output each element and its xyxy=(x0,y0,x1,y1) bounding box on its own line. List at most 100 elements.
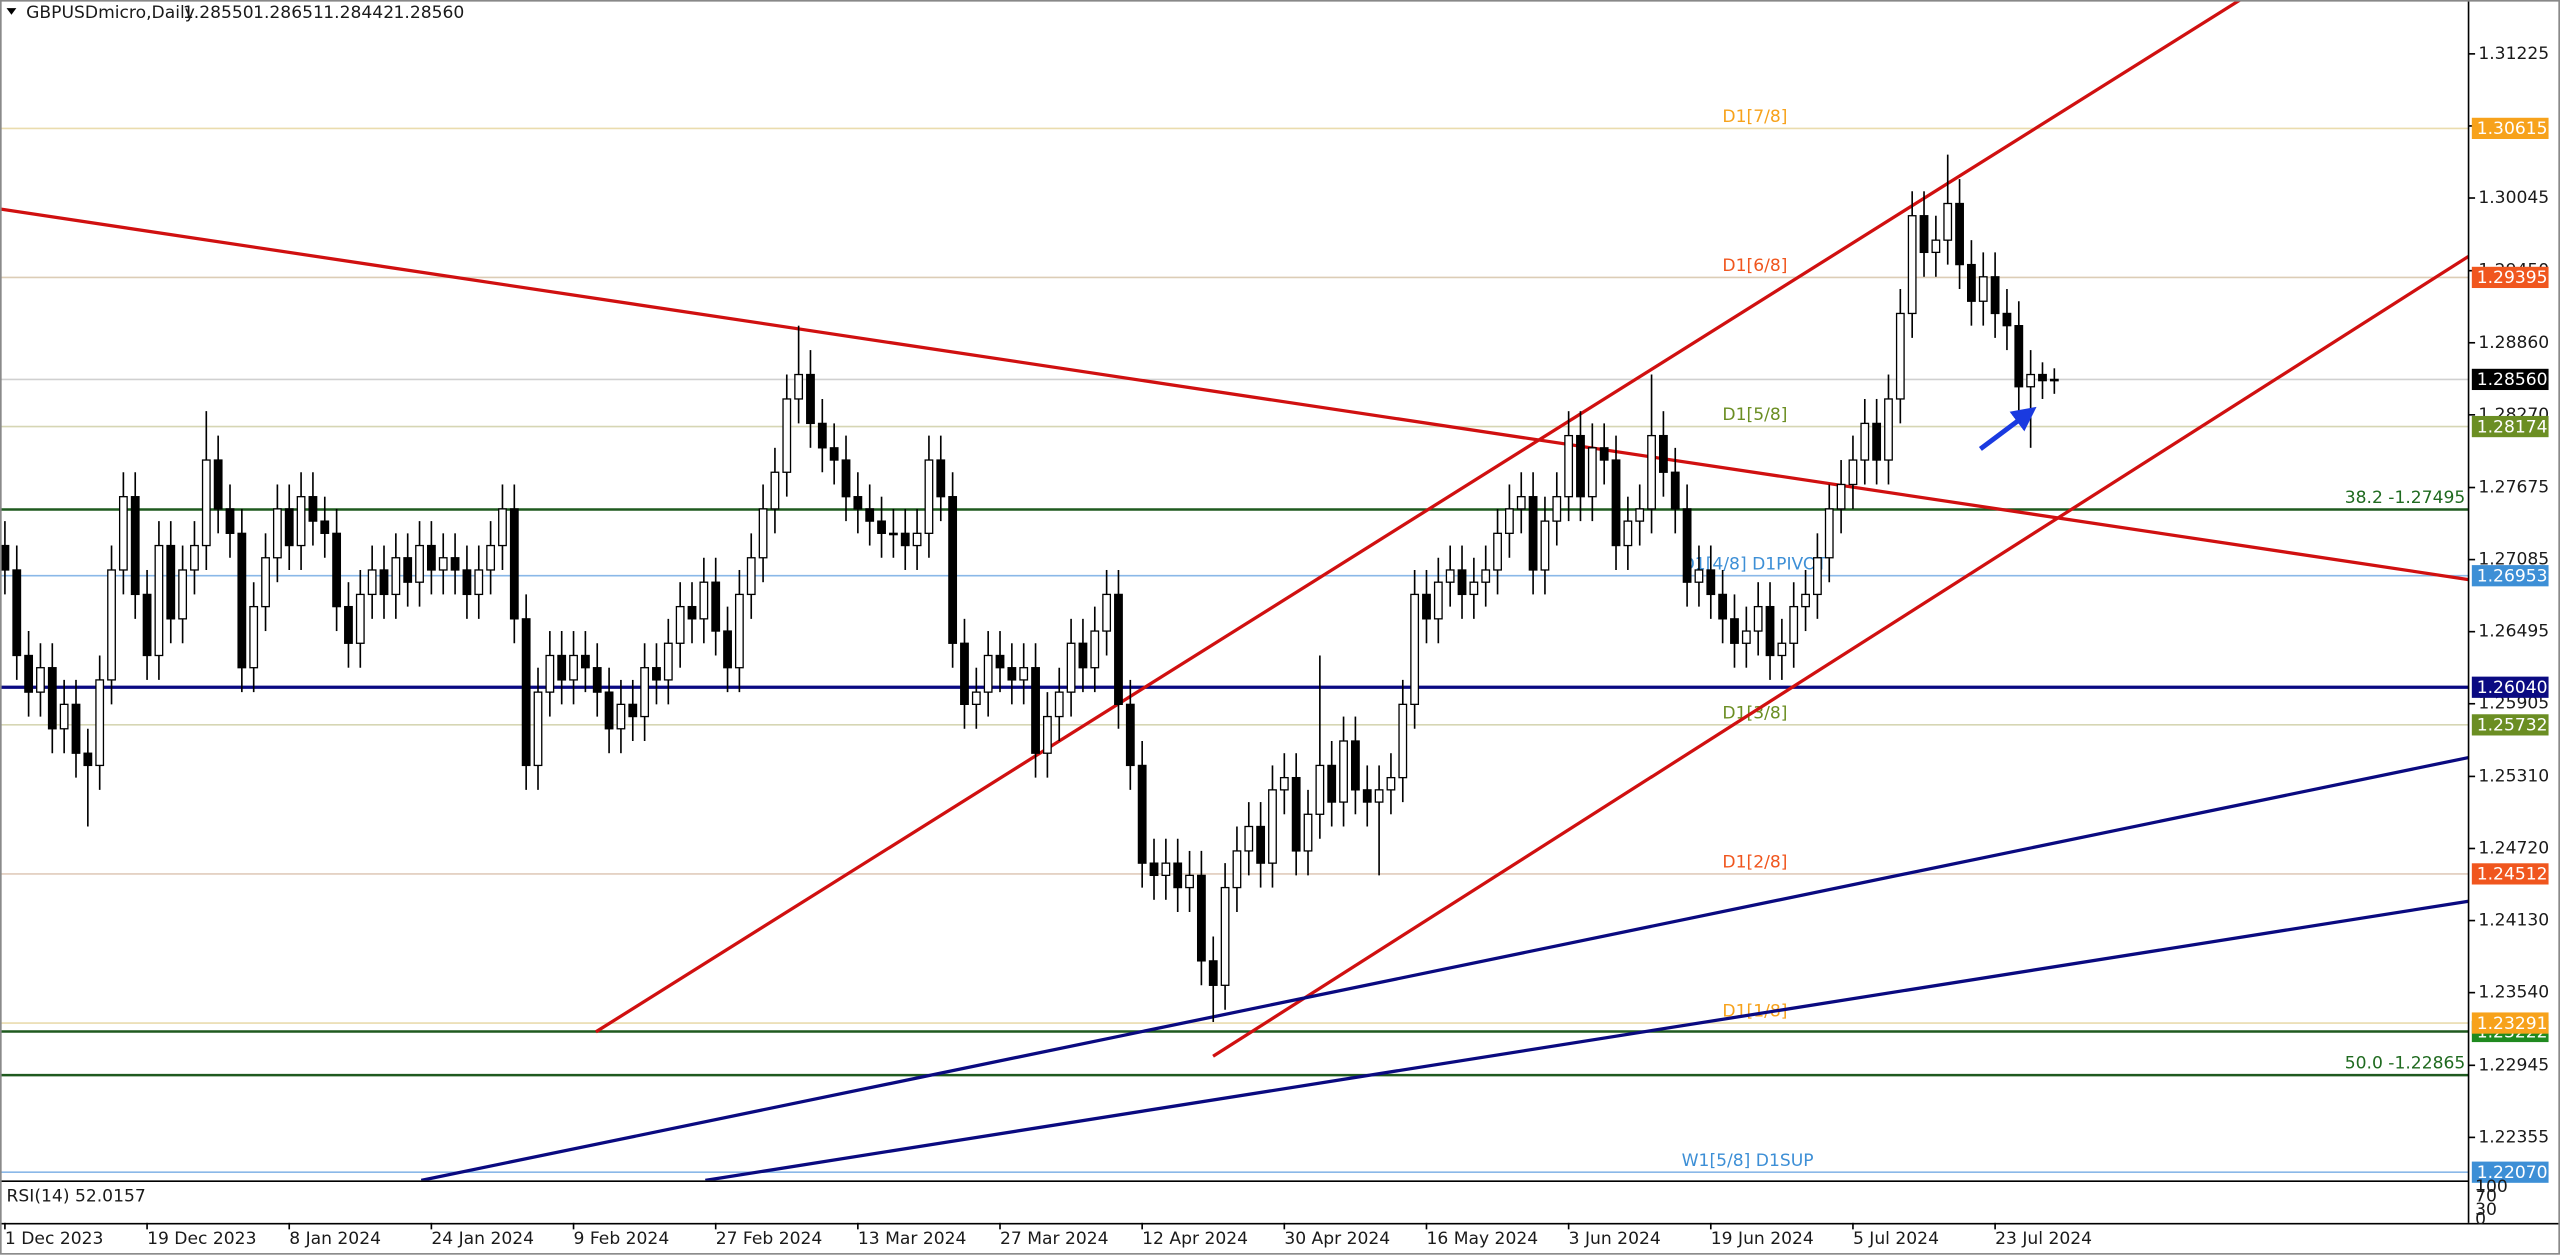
candle-body xyxy=(438,557,448,571)
candle-body xyxy=(971,691,981,706)
candle-body xyxy=(1114,593,1123,706)
trendline xyxy=(420,755,2469,1181)
price-box xyxy=(2471,676,2549,698)
candle-body xyxy=(1611,459,1621,547)
candle-body xyxy=(888,532,898,536)
candle-body xyxy=(995,654,1005,669)
candle-body xyxy=(1836,483,1846,510)
candle-body xyxy=(1457,569,1467,596)
candle-body xyxy=(1718,593,1728,620)
candle-body xyxy=(723,630,732,669)
candle-body xyxy=(734,593,744,669)
x-tick-label: 23 Jul 2024 xyxy=(1995,1229,2092,1249)
candle-body xyxy=(1670,471,1680,510)
candle-body xyxy=(1516,496,1526,510)
candle-body xyxy=(1007,667,1017,681)
candle-body xyxy=(426,544,436,571)
candle-body xyxy=(1907,215,1917,315)
y-tick-label: 1.25310 xyxy=(2478,766,2549,786)
candle-body xyxy=(213,459,223,510)
candle-body xyxy=(1682,508,1692,583)
candle-body xyxy=(806,373,815,425)
price-box-label: 1.29395 xyxy=(2477,268,2548,288)
level-text: D1[2/8] xyxy=(1722,852,1787,872)
candle-body xyxy=(308,496,318,522)
y-tick-label: 1.27675 xyxy=(2478,478,2549,498)
candle-body xyxy=(1291,776,1301,852)
candle-body xyxy=(1268,789,1277,864)
price-box xyxy=(2471,266,2549,289)
price-box xyxy=(2471,863,2549,885)
candle-body xyxy=(344,605,353,644)
candle-body xyxy=(272,508,282,559)
candle-body xyxy=(2002,312,2012,327)
x-tick-label: 5 Jul 2024 xyxy=(1853,1229,1939,1249)
candle-body xyxy=(1552,496,1562,522)
candle-body xyxy=(1315,764,1325,815)
candle-body xyxy=(1196,874,1206,962)
candle-body xyxy=(592,667,602,693)
candle-body xyxy=(1244,825,1254,852)
candle-body xyxy=(1090,630,1100,669)
y-tick-label: 1.31225 xyxy=(2478,44,2549,64)
x-tick-label: 27 Feb 2024 xyxy=(716,1229,823,1249)
candle-body xyxy=(1433,581,1443,620)
price-box-label: 1.26040 xyxy=(2477,678,2548,698)
candle-body xyxy=(1362,789,1372,803)
candle-body xyxy=(1339,740,1348,803)
candle-body xyxy=(853,496,863,510)
candle-body xyxy=(1765,605,1775,657)
candle-body xyxy=(1576,434,1585,498)
candle-body xyxy=(474,569,484,596)
price-box-label: 1.28174 xyxy=(2477,417,2548,437)
x-tick-label: 19 Dec 2023 xyxy=(147,1229,256,1249)
candle-body xyxy=(83,752,93,767)
level-text: D1[4/8] D1PIVOT xyxy=(1682,554,1828,574)
candle-body xyxy=(1303,813,1313,852)
candle-body xyxy=(498,508,507,547)
candle-body xyxy=(2049,378,2059,382)
candle-body xyxy=(699,581,709,620)
x-tick-label: 30 Apr 2024 xyxy=(1284,1229,1390,1249)
trendline xyxy=(595,0,2241,1034)
candle-body xyxy=(1078,642,1088,669)
candle-body xyxy=(1398,703,1408,779)
candle-body xyxy=(1978,276,1988,302)
candle-body xyxy=(71,703,81,754)
candle-body xyxy=(1540,520,1550,571)
candle-body xyxy=(1884,398,1893,461)
candle-body xyxy=(1504,508,1514,534)
level-text: D1[7/8] xyxy=(1722,107,1787,127)
candle-body xyxy=(865,508,875,522)
candle-body xyxy=(877,520,886,534)
candle-body xyxy=(0,544,10,571)
candle-body xyxy=(130,496,140,596)
candle-body xyxy=(960,642,969,706)
level-text: D1[5/8] xyxy=(1722,405,1787,425)
candle-body xyxy=(817,422,827,449)
candle-body xyxy=(1730,618,1739,644)
candle-body xyxy=(486,544,496,571)
y-tick-label: 1.22945 xyxy=(2478,1055,2549,1075)
candle-body xyxy=(794,373,804,400)
trendlines xyxy=(0,0,2469,1181)
candle-body xyxy=(1256,825,1266,864)
price-box-label: 1.26953 xyxy=(2477,567,2548,587)
y-tick-label: 1.27085 xyxy=(2478,550,2549,570)
level-text: 38.2 -1.27495 xyxy=(2345,488,2466,508)
candle-body xyxy=(1943,202,1953,241)
level-text: 50.0 -1.22865 xyxy=(2345,1054,2466,1074)
rsi-tick-label: 70 xyxy=(2475,1187,2497,1207)
candle-body xyxy=(107,569,116,681)
candle-body xyxy=(640,667,650,718)
candle-body xyxy=(687,605,697,620)
rsi-tick-label: 30 xyxy=(2475,1200,2497,1220)
candle-body xyxy=(1054,691,1064,718)
candle-body xyxy=(1327,764,1337,803)
candle-body xyxy=(1955,202,1964,266)
candle-body xyxy=(2026,373,2036,388)
candle-body xyxy=(1125,703,1135,767)
candle-body xyxy=(1528,496,1538,571)
price-box xyxy=(2471,714,2549,736)
chart-title: GBPUSDmicro,Daily xyxy=(26,3,195,23)
